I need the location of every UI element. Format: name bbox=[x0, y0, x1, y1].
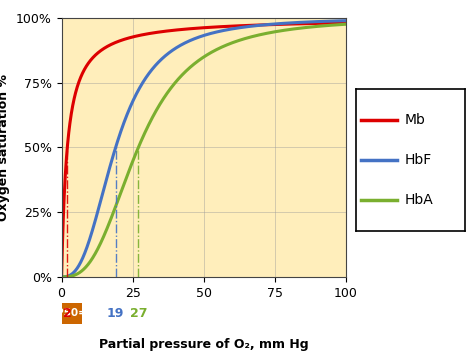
HbF bbox=[281, 21, 286, 26]
HbA bbox=[281, 28, 286, 33]
HbA bbox=[343, 22, 349, 26]
Text: P50=: P50= bbox=[56, 308, 87, 318]
HbF bbox=[59, 275, 64, 279]
Mb bbox=[174, 28, 180, 32]
Mb bbox=[286, 22, 292, 26]
Line: HbA: HbA bbox=[62, 24, 346, 277]
HbF bbox=[174, 45, 180, 50]
Mb bbox=[281, 22, 286, 26]
Text: HbA: HbA bbox=[404, 192, 433, 207]
Text: HbF: HbF bbox=[404, 153, 432, 167]
HbF bbox=[184, 40, 190, 44]
Mb bbox=[59, 275, 64, 279]
HbA bbox=[59, 275, 64, 279]
HbA bbox=[286, 28, 292, 32]
Mb bbox=[88, 58, 93, 62]
Text: 2: 2 bbox=[63, 307, 72, 320]
Text: Mb: Mb bbox=[404, 113, 426, 127]
Mb bbox=[343, 21, 349, 25]
HbF bbox=[286, 21, 292, 25]
HbA bbox=[88, 259, 93, 263]
HbA bbox=[174, 79, 180, 83]
HbF bbox=[88, 234, 93, 238]
HbF bbox=[343, 18, 349, 23]
Text: Partial pressure of O₂, mm Hg: Partial pressure of O₂, mm Hg bbox=[99, 338, 309, 351]
HbF bbox=[254, 23, 260, 28]
FancyBboxPatch shape bbox=[62, 303, 82, 324]
HbA bbox=[184, 68, 190, 72]
Text: 27: 27 bbox=[130, 307, 147, 320]
Mb bbox=[184, 27, 190, 31]
HbA bbox=[254, 33, 260, 38]
Mb bbox=[254, 23, 260, 27]
Line: HbF: HbF bbox=[62, 21, 346, 277]
Text: 19: 19 bbox=[107, 307, 124, 320]
Y-axis label: Oxygen saturation %: Oxygen saturation % bbox=[0, 74, 10, 221]
Line: Mb: Mb bbox=[62, 23, 346, 277]
